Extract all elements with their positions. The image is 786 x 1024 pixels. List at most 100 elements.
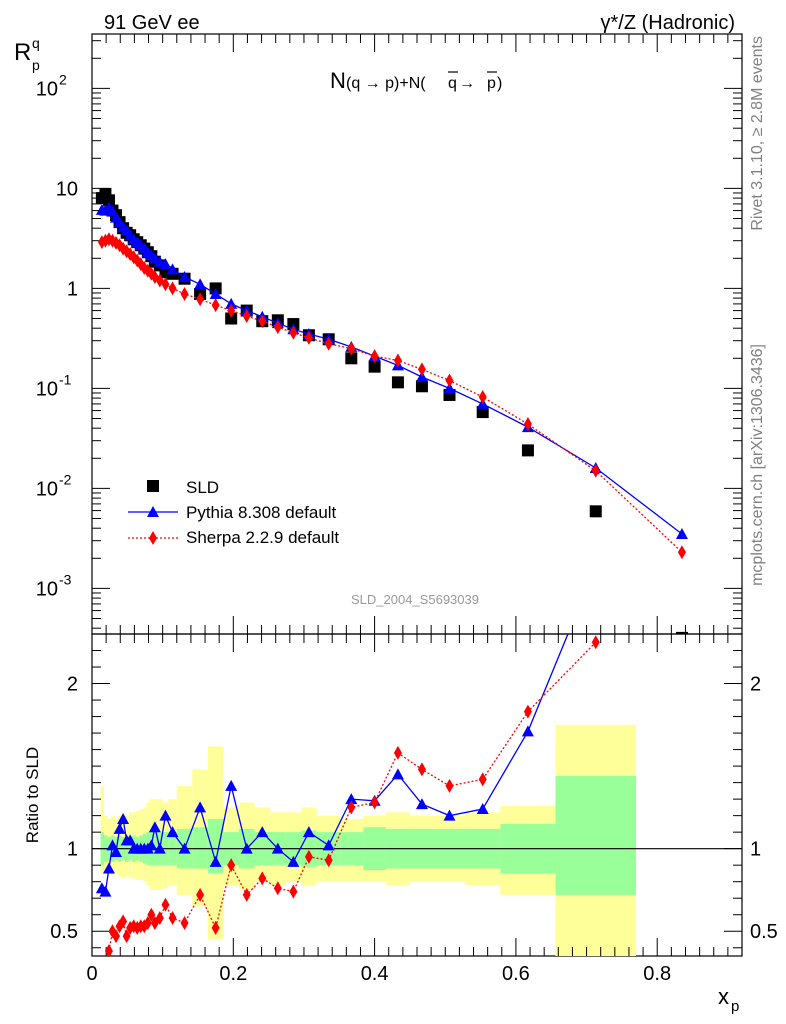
- ratio-ytick-label: 0.5: [50, 921, 78, 943]
- svg-text:p: p: [731, 998, 739, 1015]
- ratio-point-pythia: [166, 826, 179, 838]
- band-inner: [555, 776, 637, 895]
- main-point-sherpa: [393, 353, 402, 368]
- main-point-sld: [391, 376, 404, 389]
- main-point-sld: [521, 444, 534, 457]
- main-point-pythia: [194, 278, 207, 290]
- main-point-sherpa: [304, 330, 313, 345]
- ratio-point-pythia: [99, 885, 112, 897]
- main-point-sherpa: [126, 247, 135, 262]
- main-point-sherpa: [196, 292, 205, 307]
- svg-text:p: p: [32, 57, 40, 73]
- main-point-sld: [476, 406, 489, 419]
- svg-text:10: 10: [36, 478, 58, 500]
- main-point-sherpa: [370, 349, 379, 364]
- ratio-point-sherpa: [196, 887, 205, 902]
- legend-pythia-label: Pythia 8.308 default: [186, 503, 337, 522]
- ratio-ytick-label: 2: [67, 674, 78, 696]
- legend-sherpa-label: Sherpa 2.2.9 default: [186, 528, 339, 547]
- ratio-point-sherpa: [347, 800, 356, 815]
- ratio-point-pythia: [476, 803, 489, 815]
- ratio-xtick-label: 0: [86, 963, 97, 985]
- main-point-sherpa: [347, 341, 356, 356]
- main-point-sld: [415, 380, 428, 393]
- ratio-point-pythia: [415, 798, 428, 810]
- svg-text:10: 10: [36, 78, 58, 100]
- band-inner: [207, 818, 224, 874]
- ratio-point-pythia: [153, 842, 166, 854]
- main-ylabel: R q p: [14, 35, 40, 73]
- main-point-sherpa: [677, 545, 686, 560]
- svg-text:(q → p)+N(: (q → p)+N(: [346, 75, 426, 92]
- main-point-pythia: [209, 287, 222, 299]
- main-point-sld: [225, 312, 238, 325]
- ratio-point-pythia: [590, 560, 602, 571]
- ratio-point-sherpa: [168, 911, 177, 926]
- ratio-point-sherpa: [289, 884, 298, 899]
- main-point-pythia: [443, 382, 456, 394]
- ratio-xtick-label: 0.8: [643, 963, 671, 985]
- svg-text:p: p: [487, 75, 496, 92]
- main-point-sherpa: [180, 286, 189, 301]
- legend-sherpa-marker: [149, 531, 157, 545]
- svg-text:10: 10: [56, 178, 78, 200]
- ratio-point-sherpa: [445, 778, 454, 793]
- ratio-point-sherpa: [104, 944, 113, 956]
- main-point-pythia: [166, 263, 179, 275]
- main-ytick-label: 1: [67, 278, 78, 300]
- main-point-sherpa: [258, 314, 267, 329]
- svg-text:N: N: [330, 68, 346, 93]
- band-outer: [100, 785, 105, 874]
- ratio-point-pythia: [240, 842, 253, 854]
- ratio-point-pythia: [159, 809, 172, 821]
- rivet-label: Rivet 3.1.10, ≥ 2.8M events: [749, 36, 766, 231]
- ratio-point-sherpa: [227, 858, 236, 873]
- legend-sld-marker: [147, 480, 159, 492]
- ratio-point-sherpa: [304, 849, 313, 864]
- main-point-pythia: [225, 297, 238, 309]
- main-series: [95, 187, 688, 634]
- ratio-point-pythia: [391, 768, 404, 780]
- ratio-ytick-label: 1: [67, 839, 78, 861]
- main-point-pythia: [159, 258, 172, 270]
- ratio-point-pythia: [113, 822, 126, 834]
- svg-text:-1: -1: [59, 371, 72, 387]
- ratio-point-pythia: [209, 855, 222, 867]
- header-left: 91 GeV ee: [104, 12, 200, 34]
- main-point-sherpa: [478, 390, 487, 405]
- ratio-point-sherpa: [161, 897, 170, 912]
- main-ytick-label: 10 2: [36, 71, 67, 100]
- main-point-sld: [102, 194, 115, 207]
- ratio-point-pythia: [194, 801, 207, 813]
- main-point-sherpa: [242, 308, 251, 323]
- legend: SLD Pythia 8.308 default Sherpa 2.2.9 de…: [128, 478, 339, 547]
- ratio-axes: 0 0.2 0.4 0.6 0.8 0.5 0.5 1 1 2 2: [50, 634, 778, 985]
- svg-text:R: R: [14, 39, 31, 66]
- svg-text:2: 2: [59, 71, 67, 87]
- main-point-sld: [675, 631, 688, 634]
- ratio-ytick-label-right: 2: [750, 674, 761, 696]
- svg-text:10: 10: [36, 378, 58, 400]
- ratio-point-pythia: [117, 812, 130, 824]
- main-point-sherpa: [417, 362, 426, 377]
- main-point-sherpa: [445, 373, 454, 388]
- analysis-watermark: SLD_2004_S5693039: [351, 592, 479, 607]
- main-ytick-label: 10 -1: [36, 371, 72, 400]
- main-point-sherpa: [211, 298, 220, 313]
- ratio-xtick-label: 0.2: [219, 963, 247, 985]
- ratio-point-pythia: [287, 855, 300, 867]
- ratio-xtick-label: 0.6: [502, 963, 530, 985]
- ratio-point-pythia: [148, 821, 161, 833]
- main-point-sherpa: [324, 336, 333, 351]
- ratio-point-sherpa: [242, 887, 251, 902]
- ratio-ytick-label-right: 1: [750, 839, 761, 861]
- ratio-point-sherpa: [523, 704, 532, 719]
- main-point-sherpa: [168, 281, 177, 296]
- main-point-sld: [368, 360, 381, 373]
- main-ytick-label: 10: [56, 178, 78, 200]
- ratio-point-sherpa: [143, 915, 152, 930]
- plot-title: N (q → p)+N( q → p ): [330, 68, 502, 93]
- ratio-xtick-label: 0.4: [361, 963, 389, 985]
